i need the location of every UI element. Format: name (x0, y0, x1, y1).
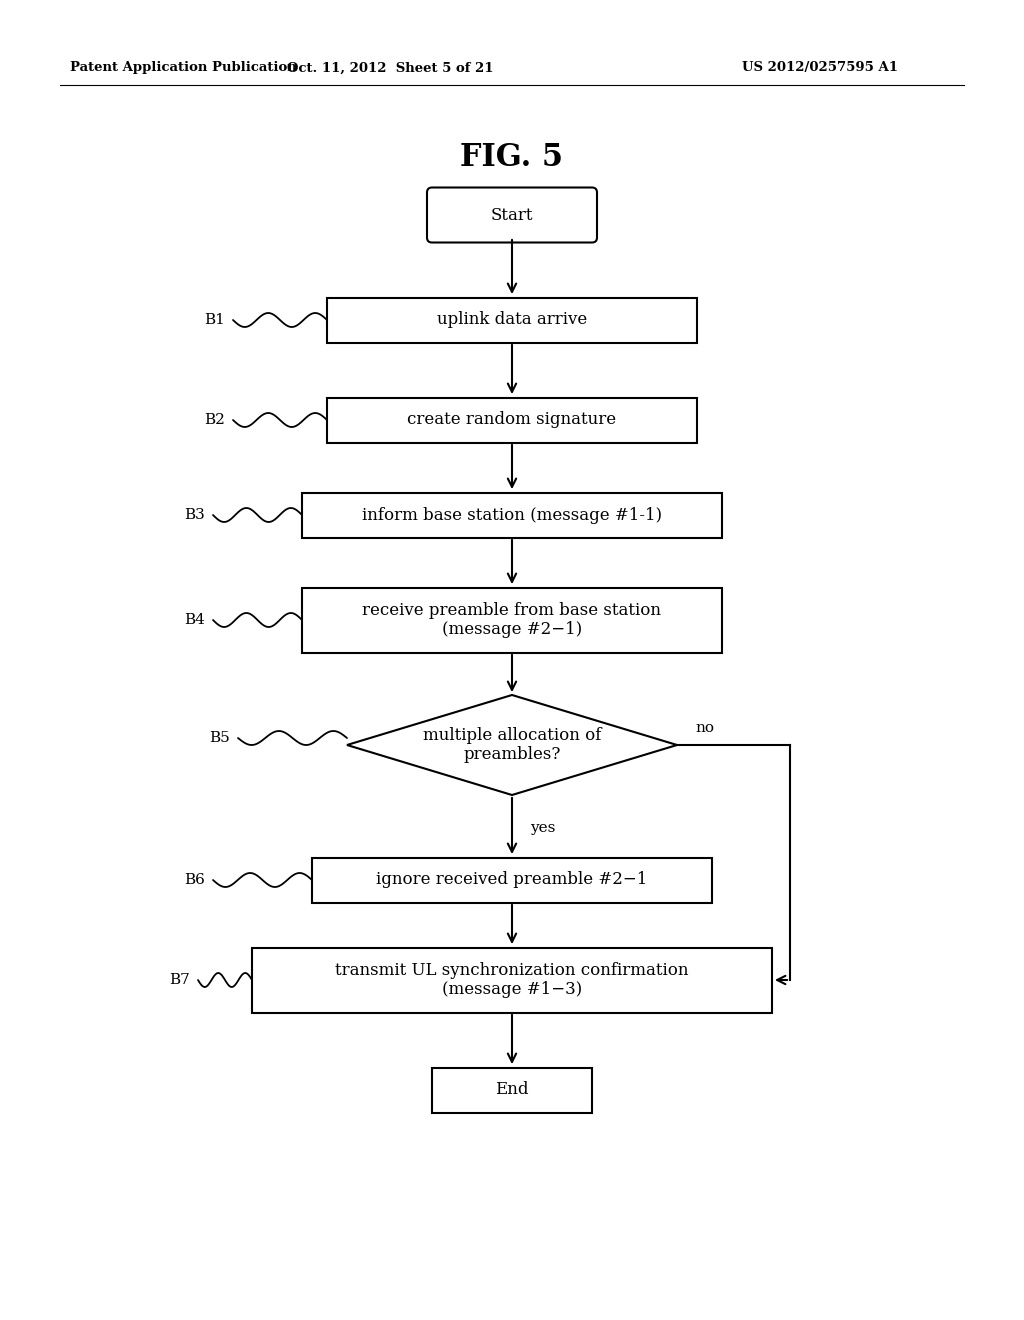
Text: End: End (496, 1081, 528, 1098)
Text: Start: Start (490, 206, 534, 223)
Text: B4: B4 (184, 612, 206, 627)
Text: no: no (695, 721, 714, 735)
Text: B3: B3 (184, 508, 206, 521)
Text: B2: B2 (205, 413, 225, 426)
Text: inform base station (message #1-1): inform base station (message #1-1) (361, 507, 663, 524)
Text: receive preamble from base station
(message #2−1): receive preamble from base station (mess… (362, 602, 662, 639)
Text: create random signature: create random signature (408, 412, 616, 429)
Bar (252, 948, 772, 1012)
Bar (432, 1068, 592, 1113)
Bar (312, 858, 712, 903)
Text: Oct. 11, 2012  Sheet 5 of 21: Oct. 11, 2012 Sheet 5 of 21 (287, 62, 494, 74)
Bar (302, 492, 722, 537)
Text: B6: B6 (184, 873, 206, 887)
FancyBboxPatch shape (427, 187, 597, 243)
Text: multiple allocation of
preambles?: multiple allocation of preambles? (423, 727, 601, 763)
Text: ignore received preamble #2−1: ignore received preamble #2−1 (376, 871, 648, 888)
Text: B7: B7 (170, 973, 190, 987)
Bar (327, 297, 697, 342)
Bar (327, 397, 697, 442)
Text: yes: yes (530, 821, 555, 836)
Text: uplink data arrive: uplink data arrive (437, 312, 587, 329)
Text: US 2012/0257595 A1: US 2012/0257595 A1 (742, 62, 898, 74)
Bar (302, 587, 722, 652)
Text: FIG. 5: FIG. 5 (461, 143, 563, 173)
Text: B1: B1 (205, 313, 225, 327)
Text: transmit UL synchronization confirmation
(message #1−3): transmit UL synchronization confirmation… (335, 962, 689, 998)
Text: Patent Application Publication: Patent Application Publication (70, 62, 297, 74)
Text: B5: B5 (210, 731, 230, 744)
Polygon shape (347, 696, 677, 795)
